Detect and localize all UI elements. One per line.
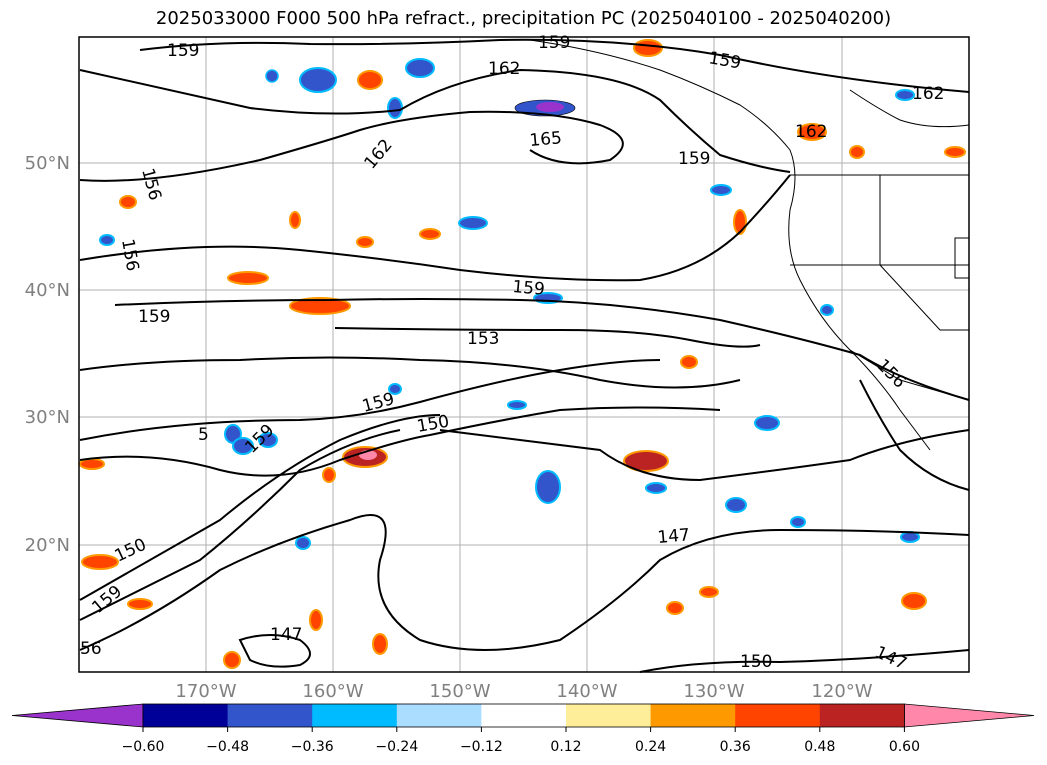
contour-label: 156: [872, 355, 909, 392]
contour-label: 5: [198, 425, 209, 445]
colorbar: −0.60 −0.48 −0.36 −0.24 −0.12 0.12 0.24 0.36 0.4…: [11, 703, 1035, 755]
plot-frame: [78, 36, 970, 673]
contour-label: 156: [117, 237, 142, 272]
contour-label: 150: [415, 412, 450, 437]
colorbar-segment: [396, 704, 482, 727]
colorbar-tick-label: −0.24: [375, 739, 418, 755]
contour-label: 162: [912, 84, 944, 104]
contour-label: 150: [112, 535, 150, 567]
contour-label: 56: [80, 639, 102, 659]
colorbar-segment: [227, 704, 313, 727]
colorbar-segment: [481, 704, 567, 727]
contour-label: 162: [488, 59, 520, 79]
latitude-labels: 50°N 40°N 30°N 20°N: [25, 153, 70, 556]
lat-label: 50°N: [25, 153, 70, 174]
colorbar-extend-low: [11, 703, 144, 728]
colorbar-tick-label: 0.60: [889, 739, 920, 755]
lon-label: 140°W: [556, 681, 617, 702]
lon-label: 130°W: [683, 681, 744, 702]
contour-label: 159: [360, 389, 397, 417]
coastlines: [529, 39, 970, 451]
contour-label: 159: [138, 307, 170, 327]
colorbar-tick-label: −0.36: [291, 739, 334, 755]
contour-label: 150: [740, 652, 772, 672]
precipitation-field: [79, 39, 966, 669]
colorbar-segment: [650, 704, 736, 727]
colorbar-tick-label: −0.48: [206, 739, 249, 755]
contour-label: 165: [529, 128, 563, 151]
colorbar-tick-label: 0.48: [804, 739, 835, 755]
lon-label: 150°W: [429, 681, 490, 702]
contour-label: 147: [657, 525, 691, 548]
colorbar-tick-label: 0.24: [635, 739, 666, 755]
lat-label: 30°N: [25, 407, 70, 428]
colorbar-segment: [819, 704, 905, 727]
colorbar-extend-high: [904, 703, 1035, 728]
longitude-labels: 170°W 160°W 150°W 140°W 130°W 120°W: [175, 681, 872, 702]
colorbar-segment: [312, 704, 398, 727]
contour-label: 159: [678, 149, 710, 169]
contour-label: 162: [361, 135, 397, 173]
colorbar-tick-label: −0.60: [122, 739, 165, 755]
colorbar-tick-label: 0.12: [550, 739, 581, 755]
contour-label: 159: [707, 48, 742, 73]
contour-label: 147: [872, 642, 910, 674]
lon-label: 120°W: [811, 681, 872, 702]
map-title: 2025033000 F000 500 hPa refract., precip…: [155, 8, 892, 29]
colorbar-tick-label: 0.36: [720, 739, 751, 755]
contour-label: 159: [167, 41, 199, 61]
contour-label: 153: [467, 329, 499, 349]
lon-label: 160°W: [302, 681, 363, 702]
map-plot: 159 159 162 159 162 165 162 162 159 156 …: [78, 33, 970, 674]
gridlines: [79, 37, 969, 672]
contour-label: 162: [795, 122, 827, 142]
contour-lines: [79, 38, 970, 673]
contour-label: 147: [270, 625, 302, 645]
lon-label: 170°W: [175, 681, 236, 702]
colorbar-segment: [735, 704, 821, 727]
contour-label: 159: [512, 277, 546, 300]
colorbar-tick-label: −0.12: [460, 739, 503, 755]
lat-label: 40°N: [25, 280, 70, 301]
colorbar-segment: [566, 704, 652, 727]
colorbar-segment: [143, 704, 229, 727]
contour-label: 159: [538, 33, 570, 53]
lat-label: 20°N: [25, 535, 70, 556]
colorbar-frame: [142, 703, 905, 728]
contour-label: 156: [137, 166, 165, 203]
